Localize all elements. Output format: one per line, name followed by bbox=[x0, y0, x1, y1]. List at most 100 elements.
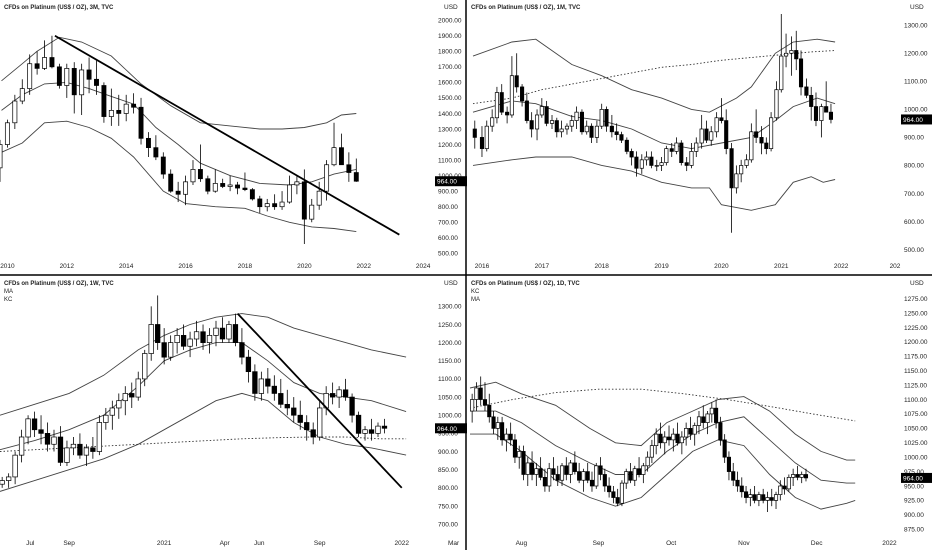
candle-up bbox=[25, 418, 31, 438]
candle-up bbox=[193, 331, 200, 340]
trendline bbox=[54, 34, 400, 236]
y-tick-label: 975.00 bbox=[904, 469, 924, 476]
candle-up bbox=[564, 125, 570, 130]
candle-down bbox=[585, 471, 590, 481]
panel-1w-legend-kc: KC bbox=[4, 297, 13, 303]
band-lower-line bbox=[1, 120, 357, 233]
candle-down bbox=[129, 393, 135, 398]
y-tick-label: 750.00 bbox=[438, 503, 458, 510]
candle-down bbox=[146, 137, 151, 149]
candle-up bbox=[79, 69, 85, 96]
candle-up bbox=[309, 204, 315, 220]
candle-down bbox=[265, 378, 271, 387]
panel-1m-currency: USD bbox=[910, 4, 924, 11]
candle-up bbox=[51, 436, 57, 445]
y-tick-label: 875.00 bbox=[904, 527, 924, 534]
candle-down bbox=[809, 94, 814, 107]
candle-down bbox=[272, 203, 278, 208]
candle-down bbox=[798, 58, 804, 88]
band-middle-line bbox=[470, 410, 856, 484]
candle-up bbox=[819, 106, 824, 121]
candle-up bbox=[103, 414, 109, 423]
candle-up bbox=[559, 128, 564, 133]
candle-down bbox=[607, 485, 612, 493]
candle-down bbox=[249, 189, 255, 200]
candle-up bbox=[294, 181, 300, 186]
y-tick-label: 800.00 bbox=[438, 485, 458, 492]
candle-down bbox=[329, 393, 336, 398]
x-tick-label: 2012 bbox=[60, 263, 75, 270]
candle-down bbox=[252, 371, 258, 394]
candle-down bbox=[658, 433, 663, 444]
candle-down bbox=[729, 148, 734, 189]
candle-down bbox=[284, 403, 290, 409]
candle-down bbox=[739, 485, 744, 493]
candle-down bbox=[542, 477, 547, 487]
y-tick-label: 1000.00 bbox=[438, 413, 462, 420]
x-tick-label: 2016 bbox=[475, 263, 490, 270]
x-tick-label: 2014 bbox=[119, 263, 134, 270]
candle-up bbox=[574, 111, 579, 121]
y-tick-label: 700.00 bbox=[904, 191, 924, 198]
candle-down bbox=[479, 137, 485, 149]
candle-up bbox=[122, 393, 128, 402]
candle-up bbox=[5, 476, 12, 481]
candle-down bbox=[38, 429, 44, 434]
y-tick-label: 1050.00 bbox=[904, 426, 928, 433]
trendline bbox=[236, 312, 403, 489]
candle-up bbox=[632, 468, 637, 481]
candle-down bbox=[714, 407, 719, 423]
candle-up bbox=[644, 156, 649, 161]
candle-down bbox=[701, 416, 706, 423]
last-price-label: 964.00 bbox=[437, 179, 457, 186]
candle-up bbox=[594, 125, 599, 138]
candle-up bbox=[12, 100, 18, 124]
plots-layer: 2000.00 1900.00 1800.00 1700.00 1600.00 1500.… bbox=[0, 14, 932, 547]
x-tick-label: Jun bbox=[254, 540, 265, 547]
candle-up bbox=[70, 443, 77, 449]
candle-down bbox=[611, 491, 616, 498]
x-tick-label: 2021 bbox=[774, 263, 789, 270]
candle-up bbox=[470, 399, 475, 412]
y-tick-label: 950.00 bbox=[438, 431, 458, 438]
candle-up bbox=[699, 128, 704, 144]
candle-up bbox=[734, 173, 739, 189]
candle-up bbox=[167, 342, 174, 358]
candle-up bbox=[547, 468, 552, 487]
candle-up bbox=[495, 422, 500, 429]
candle-up bbox=[641, 465, 646, 475]
candle-down bbox=[649, 156, 654, 166]
candle-up bbox=[624, 471, 629, 484]
y-tick-label: 1100.00 bbox=[904, 79, 927, 86]
x-tick-label: 2022 bbox=[882, 540, 897, 547]
y-tick-label: 1075.00 bbox=[904, 411, 928, 418]
candle-down bbox=[161, 342, 167, 358]
candle-down bbox=[239, 342, 245, 358]
candle-down bbox=[554, 120, 559, 133]
candle-down bbox=[478, 387, 483, 400]
x-tick-label: 2017 bbox=[535, 263, 550, 270]
candle-down bbox=[669, 148, 674, 152]
x-tick-label: 2021 bbox=[157, 540, 172, 547]
candle-up bbox=[375, 425, 381, 434]
panel-1d-title: CFDs on Platinum (US$ / OZ), 1D, TVC bbox=[471, 281, 580, 287]
candle-up bbox=[183, 181, 189, 195]
candle-down bbox=[131, 103, 137, 108]
x-tick-label: Apr bbox=[220, 540, 231, 547]
y-tick-label: 600.00 bbox=[438, 235, 458, 242]
candle-down bbox=[744, 491, 749, 498]
y-tick-label: 1200.00 bbox=[904, 339, 928, 346]
candle-up bbox=[539, 106, 544, 116]
candle-down bbox=[205, 178, 211, 192]
candle-up bbox=[799, 474, 804, 478]
candle-down bbox=[505, 111, 510, 116]
candle-down bbox=[86, 69, 92, 80]
candle-up bbox=[744, 159, 749, 166]
candle-up bbox=[654, 165, 659, 167]
candle-down bbox=[619, 134, 624, 141]
candle-down bbox=[219, 327, 226, 340]
candle-up bbox=[64, 447, 70, 463]
candle-down bbox=[338, 147, 344, 166]
panel-1m-title: CFDs on Platinum (US$ / OZ), 1M, TVC bbox=[471, 5, 581, 11]
